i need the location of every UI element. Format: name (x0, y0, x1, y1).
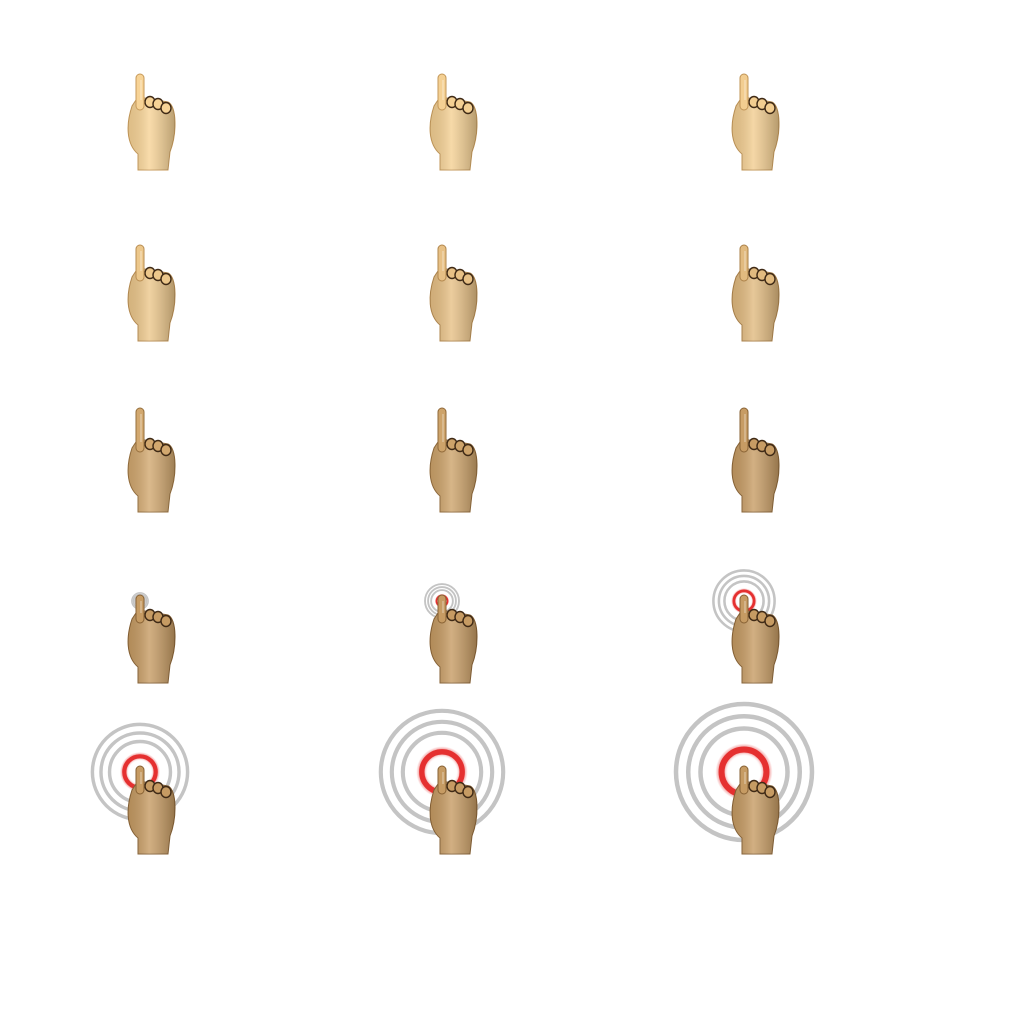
knuckle-3 (160, 443, 172, 457)
frame-15 (673, 701, 815, 855)
frame-14 (378, 708, 506, 855)
index-finger (739, 765, 749, 795)
hand-shading (128, 440, 176, 512)
pointing-hand-icon (429, 407, 478, 513)
pointing-hand-icon (731, 765, 780, 855)
knuckle-3 (764, 443, 776, 457)
knuckle-3 (462, 272, 474, 286)
frame-7 (127, 407, 176, 513)
pointing-hand-icon (127, 594, 176, 684)
index-finger (437, 765, 447, 795)
hand-shading (128, 782, 176, 854)
pointing-hand-icon (127, 244, 176, 342)
pointing-hand-icon (429, 765, 478, 855)
frame-1 (127, 73, 176, 171)
knuckle-3 (462, 443, 474, 457)
frame-11 (424, 583, 478, 684)
hand-shading (430, 98, 478, 170)
hand-shading (732, 269, 780, 341)
hand-shading (732, 98, 780, 170)
index-finger (135, 73, 145, 111)
pointing-hand-icon (429, 73, 478, 171)
index-finger (739, 594, 749, 624)
pointing-hand-icon (731, 594, 780, 684)
knuckle-3 (764, 785, 776, 799)
hand-shading (128, 269, 176, 341)
frame-3 (731, 73, 780, 171)
index-finger (135, 765, 145, 795)
frame-13 (90, 722, 190, 855)
hand-shading (430, 782, 478, 854)
index-finger (739, 244, 749, 282)
hand-shading (430, 269, 478, 341)
knuckle-3 (160, 272, 172, 286)
index-finger (437, 407, 447, 453)
index-finger (739, 407, 749, 453)
pointing-hand-icon (731, 244, 780, 342)
knuckle-3 (462, 785, 474, 799)
index-finger (437, 244, 447, 282)
pointing-hand-icon (127, 765, 176, 855)
hand-shading (732, 782, 780, 854)
index-finger (437, 594, 447, 624)
knuckle-3 (462, 614, 474, 628)
knuckle-3 (160, 614, 172, 628)
frame-5 (429, 244, 478, 342)
knuckle-3 (764, 101, 776, 115)
index-finger (437, 73, 447, 111)
hand-shading (732, 440, 780, 512)
frame-10 (127, 592, 176, 684)
pointing-hand-icon (429, 594, 478, 684)
hand-shading (430, 611, 478, 683)
index-finger (135, 594, 145, 624)
frame-6 (731, 244, 780, 342)
pointing-hand-icon (127, 407, 176, 513)
knuckle-3 (462, 101, 474, 115)
hand-shading (430, 440, 478, 512)
knuckle-3 (160, 101, 172, 115)
hand-shading (128, 98, 176, 170)
knuckle-3 (764, 614, 776, 628)
frame-12 (712, 569, 780, 684)
pointing-hand-icon (731, 73, 780, 171)
index-finger (135, 407, 145, 453)
pointing-hand-icon (127, 73, 176, 171)
frame-2 (429, 73, 478, 171)
hand-shading (128, 611, 176, 683)
frame-8 (429, 407, 478, 513)
pointing-hand-icon (731, 407, 780, 513)
knuckle-3 (764, 272, 776, 286)
pointing-hand-icon (429, 244, 478, 342)
knuckle-3 (160, 785, 172, 799)
frame-4 (127, 244, 176, 342)
hand-shading (732, 611, 780, 683)
frame-9 (731, 407, 780, 513)
index-finger (135, 244, 145, 282)
index-finger (739, 73, 749, 111)
